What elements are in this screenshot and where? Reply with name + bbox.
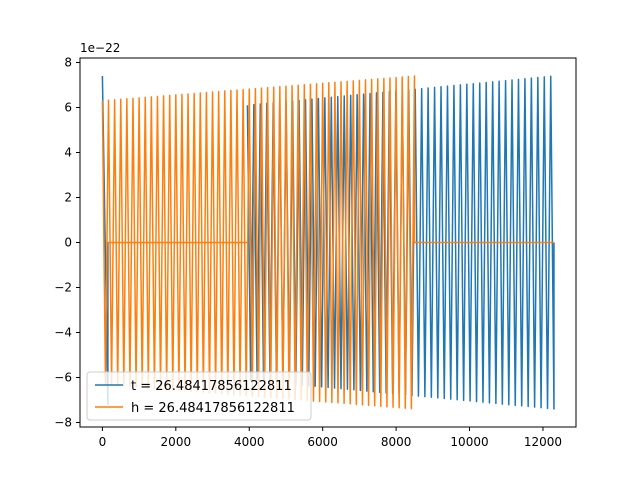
y-tick-label: −2 xyxy=(54,281,72,295)
x-axis: 0 2000 4000 6000 8000 10000 12000 xyxy=(99,427,562,449)
y-axis: −8 −6 −4 −2 0 2 4 6 8 xyxy=(54,56,80,430)
y-tick-label: 4 xyxy=(64,146,72,160)
y-tick-label: −4 xyxy=(54,326,72,340)
legend-box xyxy=(86,371,312,421)
x-tick-label: 0 xyxy=(99,435,107,449)
legend: t = 26.48417856122811 h = 26.484178561228… xyxy=(86,371,312,421)
x-tick-label: 6000 xyxy=(307,435,338,449)
legend-entry: h = 26.48417856122811 xyxy=(131,401,295,416)
y-tick-label: 0 xyxy=(64,236,72,250)
y-tick-label: 8 xyxy=(64,56,72,70)
y-offset-label: 1e−22 xyxy=(80,41,120,55)
x-tick-label: 10000 xyxy=(450,435,488,449)
series-1-segment-0 xyxy=(101,75,416,410)
y-tick-label: −8 xyxy=(54,416,72,430)
x-tick-label: 2000 xyxy=(161,435,192,449)
x-tick-label: 8000 xyxy=(381,435,412,449)
y-tick-label: 2 xyxy=(64,191,72,205)
x-tick-label: 4000 xyxy=(234,435,265,449)
y-tick-label: 6 xyxy=(64,101,72,115)
series-layer xyxy=(101,75,555,410)
x-tick-label: 12000 xyxy=(524,435,562,449)
y-tick-label: −6 xyxy=(54,371,72,385)
legend-entry: t = 26.48417856122811 xyxy=(131,379,292,394)
